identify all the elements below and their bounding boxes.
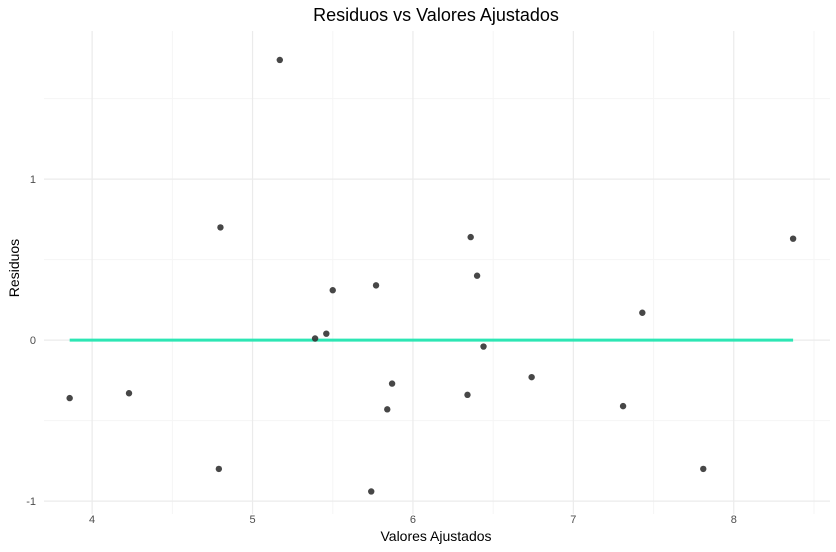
data-point — [368, 488, 375, 495]
data-point — [388, 380, 396, 387]
data-point — [528, 373, 535, 381]
data-point — [639, 309, 646, 316]
data-point — [619, 402, 627, 410]
y-tick-label: 1 — [30, 174, 36, 186]
data-points — [66, 56, 797, 495]
data-point — [329, 287, 336, 294]
x-axis-ticks: 4 5 6 7 8 — [89, 514, 737, 526]
y-tick-label: 0 — [30, 335, 36, 347]
data-point — [217, 224, 224, 231]
y-axis-ticks: -1 0 1 — [26, 174, 36, 508]
data-point — [125, 390, 133, 397]
data-point — [215, 465, 223, 473]
data-point — [464, 391, 471, 399]
x-tick-label: 8 — [731, 514, 737, 526]
data-point — [700, 465, 707, 473]
data-point — [323, 330, 330, 337]
data-point — [473, 272, 481, 279]
data-point — [276, 56, 283, 64]
data-point — [372, 282, 380, 289]
data-point — [66, 394, 73, 402]
data-point — [467, 233, 474, 241]
data-point — [384, 406, 391, 413]
x-axis-label: Valores Ajustados — [380, 528, 491, 544]
minor-gridlines — [44, 31, 830, 514]
x-tick-label: 5 — [249, 514, 255, 526]
y-tick-label: -1 — [26, 496, 36, 508]
y-axis-label: Residuos — [6, 239, 22, 297]
major-gridlines — [44, 31, 830, 514]
x-tick-label: 7 — [570, 514, 576, 526]
data-point — [311, 335, 319, 342]
x-tick-label: 4 — [89, 514, 95, 526]
chart-title: Residuos vs Valores Ajustados — [313, 5, 559, 25]
data-point — [480, 343, 487, 350]
x-tick-label: 6 — [410, 514, 416, 526]
data-point — [789, 235, 797, 242]
